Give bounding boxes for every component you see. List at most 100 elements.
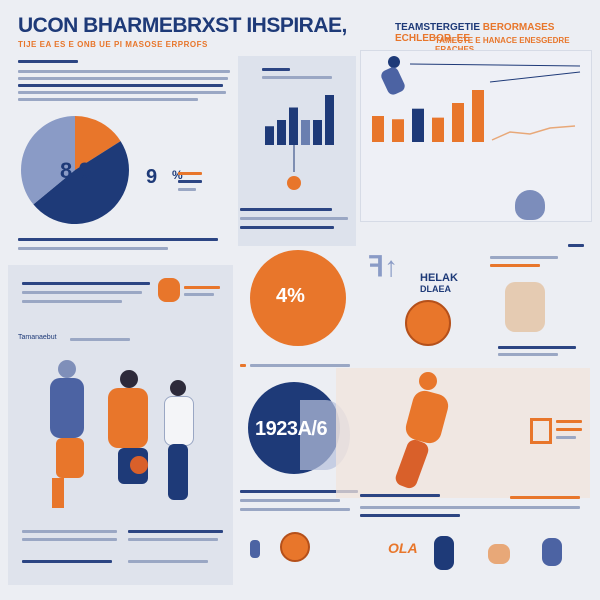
text-line [22,282,150,285]
right-title-part1: TEAMSTERGETIE [395,22,481,33]
axis-line [489,71,581,83]
mid-label-line2: DLAEA [420,284,451,294]
small-logo-number: 9 [146,166,158,188]
bar [392,119,404,142]
text-line [22,560,112,563]
bottom-player-icon [488,544,510,564]
scoreboard-text [556,420,586,442]
page-title: UCON BHARMEBRXST IHSPIRAE, [18,14,347,37]
text-line [262,76,332,79]
caption-label: Tamanaebut [18,334,57,341]
text-line [568,244,584,247]
player-leg [393,437,431,491]
basketball-icon [130,456,148,474]
bar [301,120,310,145]
text-line [360,506,580,509]
text-line [22,530,117,533]
player-figure-left [40,360,100,510]
player-figure-center [100,370,160,510]
player-silhouette [515,190,545,220]
text-line [18,247,168,250]
text-line [250,364,350,367]
text-line [22,291,142,294]
text-line [184,293,214,296]
text-line [18,77,228,80]
text-line [18,238,218,241]
center-panel-header [262,68,332,88]
text-line [128,538,218,541]
navy-stat-value: 1923A/6 [255,418,328,440]
player-head [388,56,400,68]
player-jersey [50,378,84,438]
text-line [178,188,196,191]
text-line [556,428,582,431]
text-line [18,84,223,87]
text-block-under-pie [18,238,233,260]
orange-icon-text [184,286,224,300]
player-figure-small [379,56,410,97]
player-legs [168,444,188,500]
text-line [178,180,202,183]
bottom-basketball-icon [280,532,310,562]
text-line [240,490,358,493]
player-jersey [108,388,148,448]
pie-value-label: 8.0 [60,158,91,183]
text-line [240,217,348,220]
text-line [360,514,460,517]
bottom-player-icon [542,538,562,566]
right-action-panel [336,368,590,498]
page-subtitle: TIJE EA ES E ONB UE PI MASOSE ERPROFS [18,40,208,49]
text-line [70,338,130,341]
bar [412,108,424,142]
text-line [262,68,290,71]
pie-slice [33,141,129,225]
axis-line [409,63,581,67]
pie-slice [75,116,121,170]
right-title-part2: BERORMASES ECHLEBOR, EE [395,22,555,44]
center-mid-text [240,364,358,376]
orange-stat-circle [250,250,346,346]
right-subtitle: TAMECTE E HANACE ENESGEDRE ERACHES [435,36,570,54]
text-line [18,70,230,73]
bar [265,126,274,145]
orange-stat-value: 4% [276,285,305,307]
player-head [170,380,186,396]
mid-label-line1: HELAK [420,272,458,284]
center-text-block [240,208,350,238]
small-logo: 9 % [146,166,206,196]
orange-icon [158,278,180,302]
player-head [58,360,76,378]
small-player-icon [250,540,260,558]
text-line [556,436,576,439]
player-figure-right [160,380,200,510]
center-panel [238,56,356,246]
bar [372,116,384,142]
basketball-icon [405,300,451,346]
text-line [490,264,540,267]
text-line [18,91,226,94]
mid-label: HELAK DLAEA [420,272,458,294]
right-action-text [360,494,580,524]
text-line [22,300,122,303]
text-line [240,364,246,367]
player-body [403,388,451,446]
basketball-icon [287,176,301,190]
bar [325,95,334,145]
bar [277,120,286,145]
text-line [240,508,350,511]
text-line [128,530,223,533]
text-line [128,560,208,563]
text-line [184,286,220,289]
trend-line [491,125,576,141]
jersey-figure [505,282,545,332]
left-middle-text [22,282,152,312]
text-line [178,172,202,175]
bar [452,103,464,142]
text-line [498,353,558,356]
text-line [240,499,340,502]
text-line [360,494,440,497]
text-line [18,98,198,101]
